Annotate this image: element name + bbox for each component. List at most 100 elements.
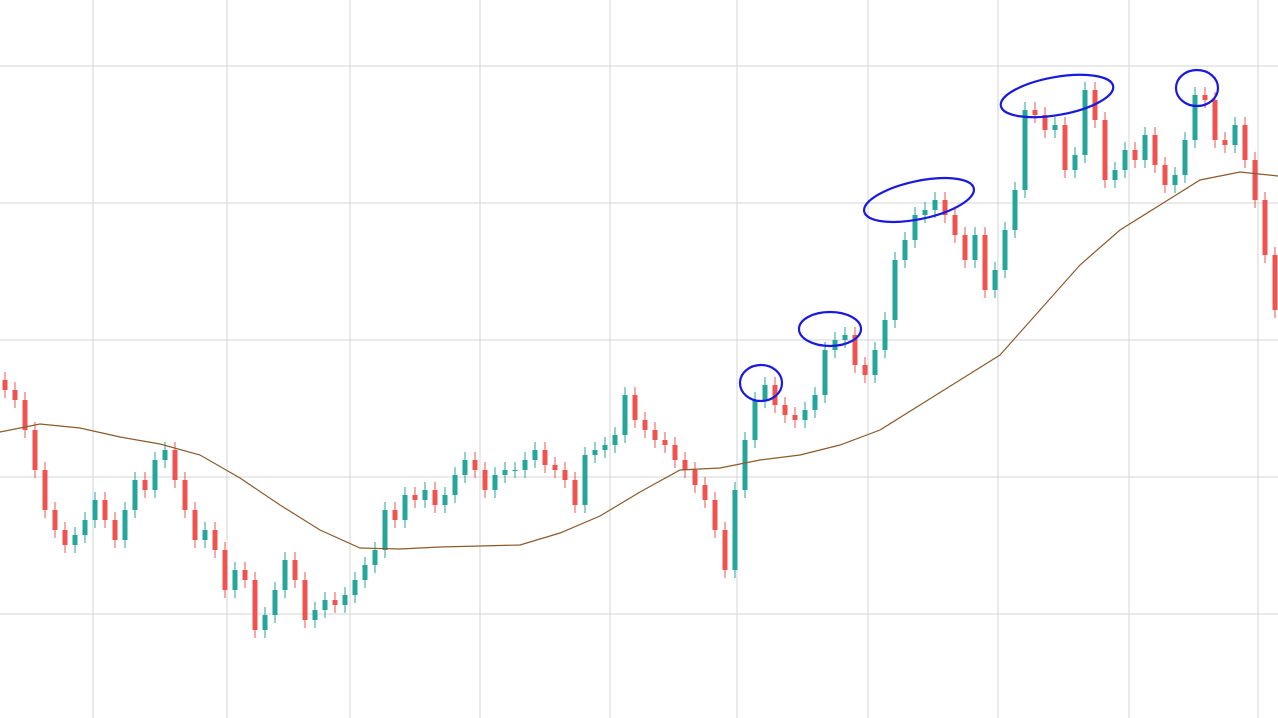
candle-body	[652, 430, 658, 440]
candle-body	[262, 615, 268, 630]
highlight-ellipse	[797, 310, 863, 348]
candle-body	[892, 260, 898, 320]
candle-body	[932, 200, 938, 210]
candle-body	[502, 470, 508, 475]
candle-body	[1232, 125, 1238, 145]
candle-body	[152, 460, 158, 490]
candle-body	[782, 405, 788, 415]
candle-body	[1042, 115, 1048, 130]
candle-body	[1222, 140, 1228, 145]
candle-body	[912, 215, 918, 240]
candle-body	[1122, 150, 1128, 170]
highlight-ellipse	[862, 176, 976, 224]
candle-body	[242, 570, 248, 580]
moving-average-line	[0, 171, 1278, 550]
candle-body	[642, 420, 648, 430]
candle-body	[282, 560, 288, 590]
candle-body	[1162, 165, 1168, 185]
candle-body	[1022, 110, 1028, 190]
candle-body	[882, 320, 888, 350]
candle-body	[232, 570, 238, 590]
candle-body	[342, 595, 348, 605]
candle-body	[1072, 155, 1078, 170]
candle-body	[822, 350, 828, 395]
candle-body	[112, 520, 118, 540]
candle-body	[1212, 100, 1218, 140]
candle-body	[432, 490, 438, 505]
candle-body	[52, 510, 58, 530]
candle-body	[312, 610, 318, 620]
candle-body	[602, 445, 608, 450]
candle-body	[582, 455, 588, 505]
candle-body	[1202, 95, 1208, 100]
candle-body	[752, 400, 758, 440]
candle-body	[802, 410, 808, 420]
candle-body	[942, 200, 948, 215]
candle-body	[592, 450, 598, 455]
candle-body	[1252, 160, 1258, 200]
candle-body	[1002, 230, 1008, 270]
candle-body	[402, 495, 408, 520]
candle-body	[732, 490, 738, 570]
candle-body	[212, 530, 218, 550]
highlight-ellipse	[738, 363, 784, 403]
candle-body	[632, 395, 638, 420]
candle-body	[322, 600, 328, 610]
candle-body	[1242, 125, 1248, 160]
candle-body	[412, 495, 418, 500]
candle-body	[1032, 110, 1038, 115]
candle-body	[512, 470, 518, 471]
candle-body	[1102, 120, 1108, 180]
candle-body	[692, 470, 698, 485]
candle-body	[722, 530, 728, 570]
candle-body	[922, 210, 928, 215]
candle-body	[292, 560, 298, 580]
candle-body	[1152, 135, 1158, 165]
candle-body	[482, 470, 488, 490]
candle-body	[612, 435, 618, 445]
candle-body	[1052, 125, 1058, 130]
candle-body	[442, 495, 448, 505]
candle-body	[272, 590, 278, 615]
candle-body	[72, 535, 78, 545]
candle-body	[472, 460, 478, 470]
candle-body	[92, 500, 98, 520]
highlight-ellipse	[1174, 68, 1220, 108]
candle-body	[1262, 200, 1268, 255]
candle-body	[1142, 135, 1148, 160]
candle-body	[42, 470, 48, 510]
candle-body	[972, 235, 978, 260]
candle-body	[492, 475, 498, 490]
candle-body	[362, 565, 368, 580]
candle-body	[2, 380, 8, 390]
candle-body	[742, 440, 748, 490]
candle-body	[702, 485, 708, 500]
candle-body	[992, 270, 998, 290]
candle-body	[102, 500, 108, 520]
candle-body	[372, 550, 378, 565]
candle-body	[572, 480, 578, 505]
candle-body	[392, 510, 398, 520]
candle-body	[812, 395, 818, 410]
candle-body	[672, 445, 678, 460]
candle-body	[1012, 190, 1018, 230]
candle-body	[772, 385, 778, 405]
candle-body	[1172, 175, 1178, 185]
plot	[0, 82, 1278, 638]
candle-body	[682, 460, 688, 470]
candle-body	[142, 480, 148, 490]
candle-body	[792, 415, 798, 420]
candle-body	[762, 385, 768, 400]
candle-body	[1192, 95, 1198, 140]
candle-body	[162, 450, 168, 460]
candle-body	[22, 400, 28, 430]
candle-body	[172, 450, 178, 480]
candle-body	[1132, 150, 1138, 160]
candle-body	[562, 470, 568, 480]
candle-body	[302, 580, 308, 620]
candle-body	[952, 215, 958, 235]
candle-body	[1112, 170, 1118, 180]
candle-body	[462, 460, 468, 475]
